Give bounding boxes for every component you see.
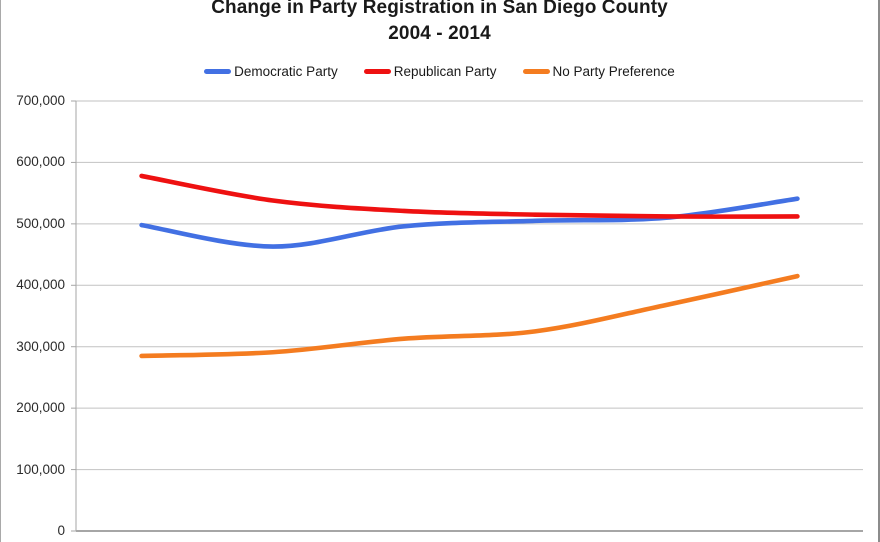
democratic-party-swatch-icon	[204, 68, 232, 74]
legend-item-npp: No Party Preference	[522, 63, 675, 79]
legend-label-democratic: Democratic Party	[234, 63, 338, 79]
chart-title-line-1: Change in Party Registration in San Dieg…	[211, 0, 668, 18]
republican-party-line	[139, 173, 800, 219]
y-axis-tick-label: 500,000	[16, 215, 65, 231]
democratic-party-line	[139, 196, 800, 249]
no-party-preference-line	[139, 273, 800, 359]
legend-item-republican: Republican Party	[363, 63, 497, 79]
legend-label-republican: Republican Party	[393, 63, 497, 79]
chart-title: Change in Party Registration in San Dieg…	[1, 0, 878, 47]
y-axis-tick-label: 200,000	[16, 400, 65, 416]
legend-item-democratic: Democratic Party	[204, 64, 338, 79]
y-axis-tick-label: 100,000	[16, 461, 65, 477]
y-axis-tick-label: 0	[57, 523, 65, 538]
y-axis-tick-label: 700,000	[16, 93, 65, 108]
chart-legend: Democratic Party Republican Party No Par…	[1, 62, 878, 80]
republican-party-swatch-icon	[363, 68, 391, 74]
y-axis-tick-label: 400,000	[16, 277, 65, 293]
chart-title-line-2: 2004 - 2014	[388, 23, 491, 44]
legend-label-npp: No Party Preference	[552, 63, 675, 79]
y-axis-tick-label: 600,000	[16, 154, 65, 170]
no-party-preference-swatch-icon	[522, 68, 550, 74]
y-axis-tick-label: 300,000	[16, 338, 65, 354]
